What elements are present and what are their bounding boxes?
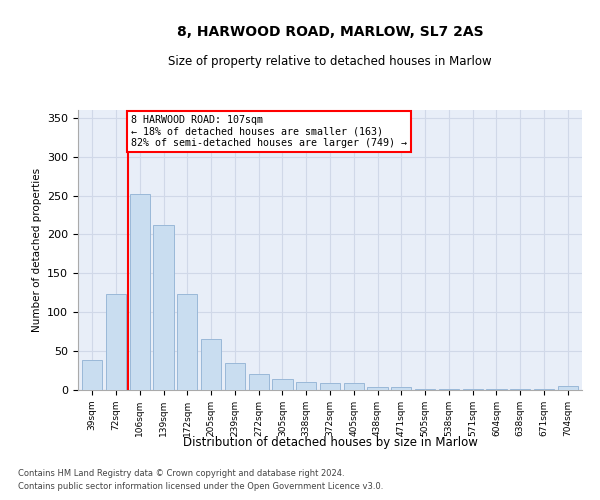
- Bar: [154, 225, 173, 390]
- Bar: [130, 194, 150, 390]
- Text: Contains HM Land Registry data © Crown copyright and database right 2024.: Contains HM Land Registry data © Crown c…: [18, 468, 344, 477]
- Bar: [510, 389, 530, 390]
- Bar: [296, 382, 316, 390]
- Text: Contains public sector information licensed under the Open Government Licence v3: Contains public sector information licen…: [18, 482, 383, 491]
- Text: Distribution of detached houses by size in Marlow: Distribution of detached houses by size …: [182, 436, 478, 449]
- Bar: [248, 374, 269, 390]
- Text: 8 HARWOOD ROAD: 107sqm
← 18% of detached houses are smaller (163)
82% of semi-de: 8 HARWOOD ROAD: 107sqm ← 18% of detached…: [131, 114, 407, 148]
- Bar: [82, 360, 103, 390]
- Bar: [557, 386, 578, 390]
- Bar: [201, 340, 221, 390]
- Bar: [487, 389, 506, 390]
- Bar: [439, 389, 459, 390]
- Bar: [225, 363, 245, 390]
- Bar: [391, 387, 412, 390]
- Bar: [177, 294, 197, 390]
- Y-axis label: Number of detached properties: Number of detached properties: [32, 168, 41, 332]
- Bar: [463, 389, 483, 390]
- Bar: [272, 379, 293, 390]
- Bar: [534, 389, 554, 390]
- Bar: [415, 389, 435, 390]
- Text: Size of property relative to detached houses in Marlow: Size of property relative to detached ho…: [168, 55, 492, 68]
- Bar: [367, 387, 388, 390]
- Bar: [344, 383, 364, 390]
- Text: 8, HARWOOD ROAD, MARLOW, SL7 2AS: 8, HARWOOD ROAD, MARLOW, SL7 2AS: [176, 25, 484, 39]
- Bar: [106, 294, 126, 390]
- Bar: [320, 383, 340, 390]
